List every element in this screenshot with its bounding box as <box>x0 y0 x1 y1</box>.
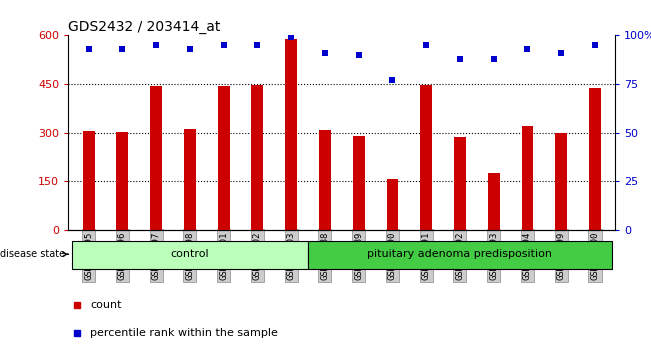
Point <box>590 42 600 48</box>
Bar <box>421 85 432 230</box>
Text: disease state: disease state <box>0 249 68 259</box>
Point <box>83 46 94 52</box>
Bar <box>454 137 466 230</box>
Point <box>252 42 262 48</box>
Point <box>421 42 432 48</box>
Text: control: control <box>171 249 209 259</box>
Bar <box>72 241 308 269</box>
Text: pituitary adenoma predisposition: pituitary adenoma predisposition <box>367 249 553 259</box>
Bar <box>555 133 567 230</box>
Point <box>117 46 128 52</box>
Point <box>387 77 398 83</box>
Bar <box>251 85 263 230</box>
Point <box>151 42 161 48</box>
Point <box>488 56 499 62</box>
Point <box>286 34 296 40</box>
Bar <box>285 39 297 230</box>
Bar <box>217 86 230 230</box>
Text: count: count <box>90 299 122 310</box>
Bar <box>184 129 196 230</box>
Bar <box>589 88 601 230</box>
Bar <box>319 130 331 230</box>
Bar <box>308 241 612 269</box>
Bar <box>387 179 398 230</box>
Point <box>185 46 195 52</box>
Point <box>522 46 533 52</box>
Point <box>454 56 465 62</box>
Point <box>219 42 229 48</box>
Bar <box>150 86 162 230</box>
Bar <box>353 136 365 230</box>
Bar <box>521 126 533 230</box>
Bar <box>117 132 128 230</box>
Text: GDS2432 / 203414_at: GDS2432 / 203414_at <box>68 21 221 34</box>
Bar <box>488 173 499 230</box>
Point <box>353 52 364 58</box>
Bar <box>83 131 94 230</box>
Point <box>556 50 566 56</box>
Point <box>320 50 330 56</box>
Text: percentile rank within the sample: percentile rank within the sample <box>90 327 278 338</box>
